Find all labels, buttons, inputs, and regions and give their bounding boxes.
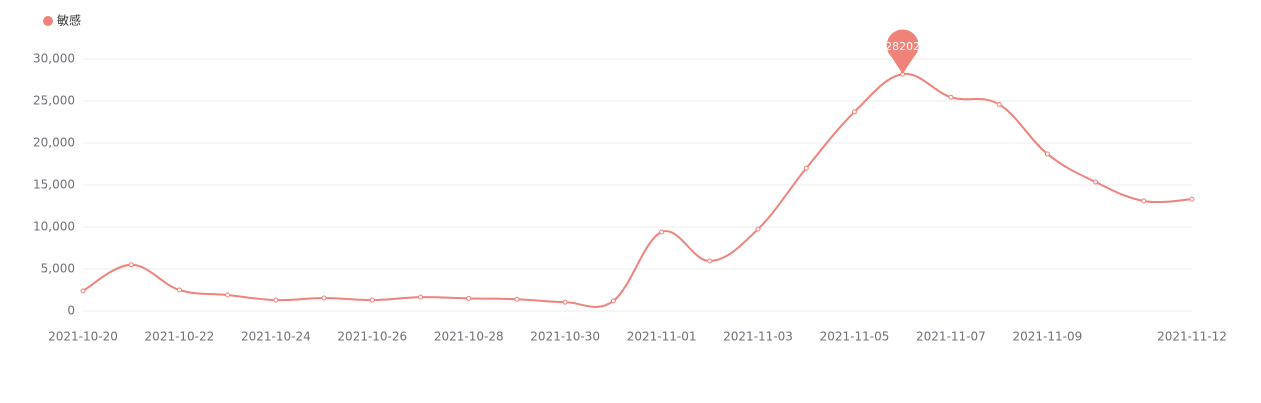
legend-marker (43, 16, 53, 26)
x-tick-label: 2021-10-28 (434, 330, 504, 344)
point (321, 295, 327, 301)
y-tick-label: 15,000 (33, 178, 75, 192)
x-tick-label: 2021-11-01 (627, 330, 697, 344)
x-tick-label: 2021-10-30 (530, 330, 600, 344)
point (369, 297, 375, 303)
legend-label: 敏感 (57, 13, 81, 28)
x-tick-label: 2021-10-22 (145, 330, 215, 344)
x-tick-label: 2021-11-09 (1012, 330, 1082, 344)
x-tick-label: 2021-10-20 (48, 330, 118, 344)
point (562, 299, 568, 305)
x-tick-label: 2021-11-05 (820, 330, 890, 344)
x-tick-label: 2021-11-12 (1157, 330, 1227, 344)
mark-point: 28202 (885, 29, 920, 75)
point (659, 229, 665, 235)
point (466, 295, 472, 301)
y-tick-label: 20,000 (33, 136, 75, 150)
y-tick-label: 0 (67, 304, 75, 318)
line (82, 73, 1193, 308)
mark-point-label: 28202 (885, 40, 920, 53)
point (514, 296, 520, 302)
point (1141, 198, 1147, 204)
x-tick-label: 2021-11-03 (723, 330, 793, 344)
point (755, 226, 761, 232)
point (225, 292, 231, 298)
y-tick-label: 30,000 (33, 52, 75, 66)
x-tick-label: 2021-10-26 (337, 330, 407, 344)
x-tick-label: 2021-11-07 (916, 330, 986, 344)
point (851, 109, 857, 115)
y-tick-label: 10,000 (33, 220, 75, 234)
point (803, 165, 809, 171)
y-tick-label: 25,000 (33, 94, 75, 108)
point (996, 101, 1002, 107)
point (1044, 151, 1050, 157)
x-tick-label: 2021-10-24 (241, 330, 311, 344)
point (176, 287, 182, 293)
point (1093, 179, 1099, 185)
point (128, 262, 134, 268)
point (80, 288, 86, 294)
point (1189, 196, 1195, 202)
point (418, 294, 424, 300)
mark-pin (886, 29, 919, 75)
y-tick-label: 5,000 (41, 262, 75, 276)
point (707, 258, 713, 264)
point (948, 94, 954, 100)
point (273, 297, 279, 303)
point (610, 298, 616, 304)
